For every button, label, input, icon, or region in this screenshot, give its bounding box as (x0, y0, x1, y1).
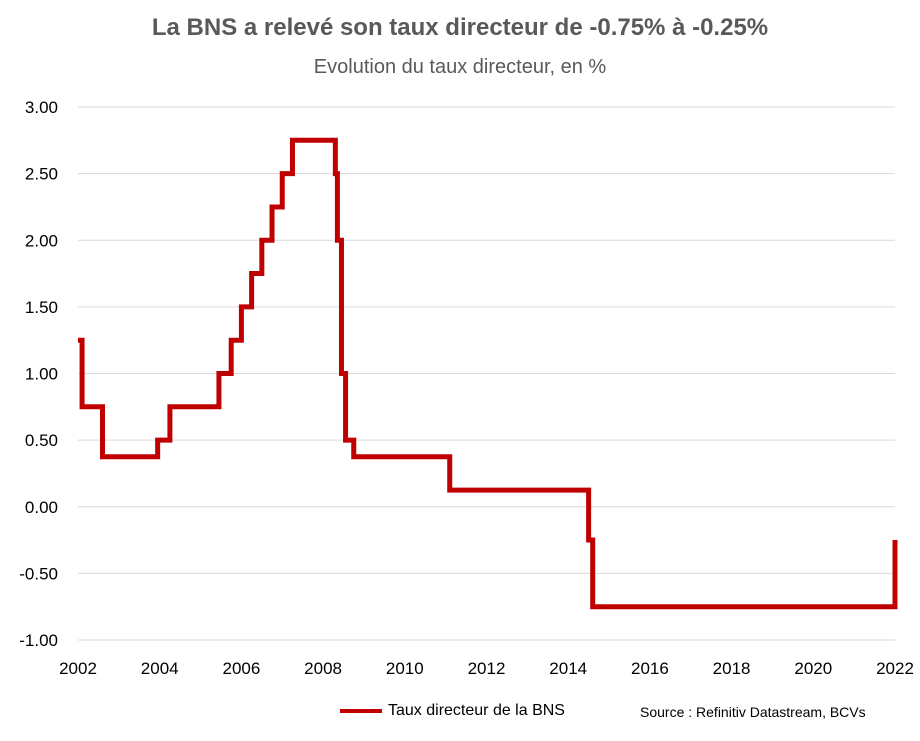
y-tick-label: -1.00 (19, 631, 58, 650)
legend: Taux directeur de la BNS (340, 702, 565, 720)
y-tick-label: 1.00 (25, 365, 58, 384)
y-tick-label: 0.50 (25, 431, 58, 450)
chart-subtitle: Evolution du taux directeur, en % (313, 56, 607, 78)
chart-title: La BNS a relevé son taux directeur de -0… (151, 14, 769, 41)
x-tick-label: 2020 (794, 659, 832, 678)
y-tick-label: 1.50 (25, 298, 58, 317)
legend-label: Taux directeur de la BNS (388, 702, 565, 719)
x-axis-ticks: 2002 2004 2006 2008 2010 2012 2014 2016 2018 2020… (59, 659, 914, 678)
series-layer (78, 137, 898, 610)
x-tick-label: 2004 (141, 659, 179, 678)
y-tick-label: 2.50 (25, 165, 58, 184)
y-tick-label: 2.00 (25, 231, 58, 250)
y-tick-label: 3.00 (25, 98, 58, 117)
x-tick-label: 2006 (222, 659, 260, 678)
y-tick-label: -0.50 (19, 564, 58, 583)
x-tick-label: 2016 (631, 659, 669, 678)
x-tick-label: 2014 (549, 659, 587, 678)
y-tick-label: 0.00 (25, 498, 58, 517)
x-tick-label: 2002 (59, 659, 97, 678)
x-tick-label: 2010 (386, 659, 424, 678)
x-tick-label: 2018 (713, 659, 751, 678)
x-tick-label: 2012 (468, 659, 506, 678)
x-tick-label: 2022 (876, 659, 914, 678)
x-tick-label: 2008 (304, 659, 342, 678)
series-line (78, 137, 898, 610)
gridlines (78, 106, 895, 641)
legend-swatch (340, 709, 382, 713)
y-axis-ticks: 3.00 2.50 2.00 1.50 1.00 0.50 0.00 -0.50 -1.00 (19, 98, 58, 650)
source-note: Source : Refinitiv Datastream, BCVs (640, 704, 866, 720)
